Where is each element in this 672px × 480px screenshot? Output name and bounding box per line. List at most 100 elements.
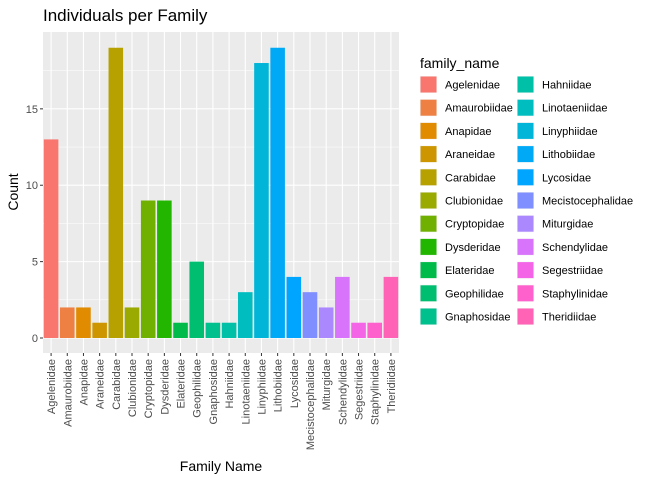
x-tick-label: Elateridae: [176, 359, 188, 409]
x-tick-label: Staphylinidae: [370, 359, 382, 425]
chart-title: Individuals per Family: [43, 6, 208, 25]
legend-swatch: [420, 169, 437, 186]
x-tick-label: Dysderidae: [159, 359, 171, 415]
legend-label: Araneidae: [445, 149, 495, 161]
bar-araneidae: [92, 322, 107, 338]
legend-label: Carabidae: [445, 172, 496, 184]
legend-swatch: [420, 308, 437, 325]
legend-label: Cryptopidae: [445, 219, 504, 231]
x-tick-label: Geophilidae: [192, 359, 204, 418]
legend-label: Gnaphosidae: [445, 312, 510, 324]
bar-geophilidae: [189, 261, 205, 338]
bar-segestriidae: [351, 322, 366, 338]
y-tick-label: 5: [32, 257, 38, 269]
legend-swatch: [517, 192, 534, 209]
x-tick-label: Amaurobiidae: [62, 359, 74, 427]
y-tick-label: 10: [26, 180, 38, 192]
x-tick-label: Lithobiidae: [273, 359, 285, 412]
x-axis: Agelenidae Amaurobiidae Anapidae Araneidae C…: [46, 353, 398, 450]
x-tick-label: Araneidae: [95, 359, 107, 409]
x-axis-title: Family Name: [180, 458, 263, 474]
legend-swatch: [420, 238, 437, 255]
legend-swatch: [517, 146, 534, 163]
bar-schendylidae: [335, 276, 350, 338]
x-tick-label: Agelenidae: [46, 359, 58, 414]
x-tick-label: Lycosidae: [289, 359, 301, 408]
bar-lithobiidae: [270, 47, 285, 338]
bar-dysderidae: [157, 200, 172, 338]
x-tick-label: Theridiidae: [386, 359, 398, 413]
legend-swatch: [517, 169, 534, 186]
y-axis-title: Count: [5, 173, 21, 210]
bar-theridiidae: [383, 276, 399, 338]
y-axis: 0 5 10 15: [26, 104, 43, 345]
legend-label: Geophilidae: [445, 288, 504, 300]
legend-label: Linyphiidae: [542, 126, 598, 138]
legend-swatch: [517, 122, 534, 139]
legend-swatch: [517, 308, 534, 325]
legend-label: Hahniidae: [542, 80, 592, 92]
bar-linyphiidae: [254, 63, 269, 339]
x-tick-label: Linotaeniidae: [240, 359, 252, 424]
legend-label: Lycosidae: [542, 172, 591, 184]
legend-label: Theridiidae: [542, 312, 596, 324]
legend-swatch: [517, 76, 534, 93]
bar-gnaphosidae: [205, 322, 221, 338]
bars: [43, 47, 399, 339]
legend-label: Schendylidae: [542, 242, 608, 254]
bar-clubionidae: [124, 307, 140, 338]
x-tick-label: Mecistocephalidae: [305, 359, 317, 450]
legend-swatch: [420, 76, 437, 93]
bar-carabidae: [108, 47, 124, 338]
legend-swatch: [517, 238, 534, 255]
bar-hahniidae: [221, 322, 237, 338]
legend-label: Mecistocephalidae: [542, 196, 633, 208]
bar-cryptopidae: [140, 200, 156, 338]
bar-staphylinidae: [367, 322, 383, 338]
legend-swatch: [517, 99, 534, 116]
legend-label: Dysderidae: [445, 242, 501, 254]
x-tick-label: Linyphiidae: [256, 359, 268, 415]
bar-miturgidae: [318, 307, 334, 338]
bar-mecistocephalidae: [302, 292, 318, 338]
x-tick-label: Anapidae: [78, 359, 90, 406]
bar-lycosidae: [286, 276, 302, 338]
bar-elateridae: [173, 322, 188, 338]
x-tick-label: Clubionidae: [127, 359, 139, 417]
legend-label: Miturgidae: [542, 219, 593, 231]
legend-label: Clubionidae: [445, 196, 503, 208]
legend-swatch: [420, 146, 437, 163]
legend-swatch: [420, 215, 437, 232]
legend-swatch: [420, 99, 437, 116]
legend-label: Lithobiidae: [542, 149, 595, 161]
legend-swatch: [420, 122, 437, 139]
legend-label: Linotaeniidae: [542, 103, 607, 115]
legend-swatch: [420, 262, 437, 279]
bar-linotaeniidae: [237, 292, 253, 338]
x-tick-label: Segestriidae: [354, 359, 366, 420]
y-tick-label: 0: [32, 333, 38, 345]
legend-label: Elateridae: [445, 265, 495, 277]
legend-swatch: [420, 285, 437, 302]
x-tick-label: Gnaphosidae: [208, 359, 220, 424]
bar-amaurobiidae: [59, 307, 75, 338]
legend-label: Staphylinidae: [542, 288, 608, 300]
x-tick-label: Schendylidae: [337, 359, 349, 425]
bar-agelenidae: [43, 139, 59, 338]
legend-swatch: [517, 285, 534, 302]
legend-swatch: [420, 192, 437, 209]
legend-label: Anapidae: [445, 126, 492, 138]
legend: family_name Agelenidae Amaurobiidae Anapid…: [420, 55, 633, 325]
x-tick-label: Carabidae: [111, 359, 123, 410]
legend-swatch: [517, 262, 534, 279]
legend-title: family_name: [420, 55, 500, 71]
y-tick-label: 15: [26, 104, 38, 116]
x-tick-label: Cryptopidae: [143, 359, 155, 418]
x-tick-label: Hahniidae: [224, 359, 236, 409]
bar-anapidae: [76, 307, 91, 338]
legend-label: Segestriidae: [542, 265, 603, 277]
legend-swatch: [517, 215, 534, 232]
legend-label: Agelenidae: [445, 80, 500, 92]
legend-label: Amaurobiidae: [445, 103, 513, 115]
